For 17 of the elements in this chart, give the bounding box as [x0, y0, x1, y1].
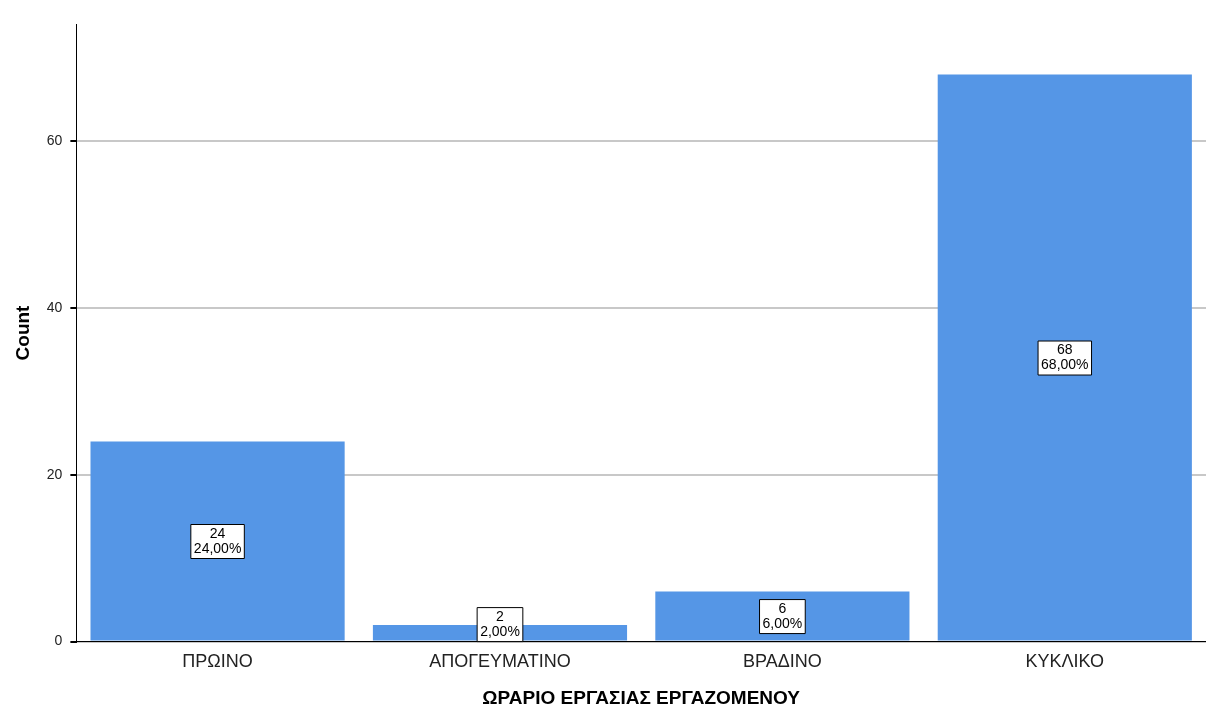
bar	[90, 441, 345, 641]
x-tick-label: ΚΥΚΛΙΚΟ	[1025, 651, 1105, 672]
data-label: 2 2,00%	[480, 607, 520, 639]
data-label: 24 24,00%	[193, 524, 242, 556]
y-axis-title: Count	[11, 304, 33, 361]
data-label: 6 6,00%	[762, 599, 803, 631]
data-label: 68 68,00%	[1041, 341, 1089, 373]
y-tick-label: 40	[46, 298, 63, 315]
x-axis-title: ΩΡΑΡΙΟ ΕΡΓΑΣΙΑΣ ΕΡΓΑΖΟΜΕΝΟΥ	[482, 686, 801, 708]
y-tick-label: 20	[46, 465, 63, 482]
x-tick-label: ΑΠΟΓΕΥΜΑΤΙΝΟ	[429, 651, 571, 672]
y-tick-label: 60	[46, 132, 63, 149]
x-tick-label: ΠΡΩΙΝΟ	[182, 651, 253, 672]
y-tick-label: 0	[54, 632, 63, 649]
bar	[937, 74, 1192, 641]
x-tick-label: ΒΡΑΔΙΝΟ	[743, 651, 822, 672]
bar	[655, 591, 910, 641]
